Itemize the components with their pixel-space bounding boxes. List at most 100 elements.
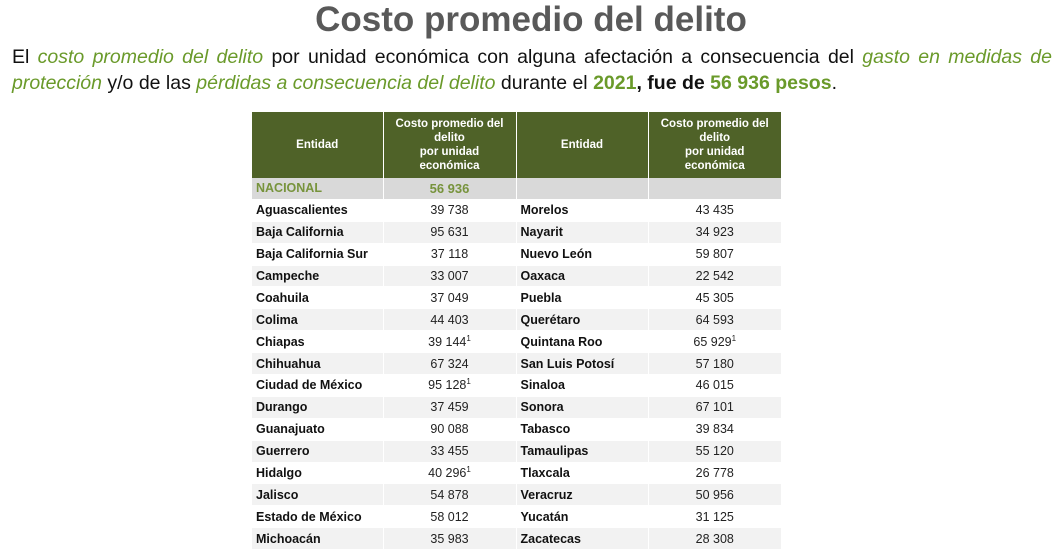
national-row: NACIONAL 56 936 [252, 178, 781, 200]
cost-value: 40 2961 [383, 462, 517, 485]
cost-value-text: 37 459 [430, 400, 469, 415]
intro-text: por unidad económica con alguna afectaci… [263, 46, 863, 68]
table-row: Baja California Sur 37 118 Nuevo León 59 80… [252, 243, 781, 266]
cost-value-text: 45 305 [695, 290, 734, 305]
entity-name-text: Coahuila [256, 290, 309, 305]
entity-name-text: Tabasco [520, 422, 571, 437]
cost-value: 35 983 [383, 527, 517, 550]
entity-name: Campeche [252, 265, 384, 288]
cost-value-text: 31 125 [695, 509, 734, 524]
cost-value: 39 1441 [383, 330, 517, 354]
cost-value-text: 44 403 [430, 312, 469, 327]
cost-value: 33 455 [383, 440, 517, 463]
cost-value: 65 9291 [648, 330, 781, 354]
entity-name: Nuevo León [516, 243, 649, 266]
cost-value: 37 049 [383, 286, 517, 310]
entity-name-text: Yucatán [520, 509, 569, 524]
table-row: Estado de México 58 012 Yucatán 31 125 [252, 505, 781, 529]
header-cost-line: delito [699, 132, 731, 144]
cost-value-text: 55 120 [695, 444, 734, 459]
header-entity: Entidad [516, 112, 649, 178]
entity-name: Querétaro [516, 308, 649, 332]
entity-name: Ciudad de México [252, 374, 384, 397]
entity-name: Yucatán [516, 505, 649, 529]
entity-name-text: Tamaulipas [520, 444, 589, 459]
intro-text: y/o de las [101, 72, 197, 94]
cost-table: Entidad Costo promedio del delito por un… [252, 112, 781, 550]
cost-value-text: 37 118 [430, 247, 469, 262]
cost-value: 57 180 [648, 352, 781, 376]
entity-name: Sinaloa [516, 374, 649, 397]
cost-value-text: 95 128 [428, 378, 467, 393]
cost-value: 58 012 [383, 505, 517, 529]
entity-name-text: Sinaloa [520, 378, 565, 393]
cost-value-text: 33 455 [430, 444, 469, 459]
table-row: Aguascalientes 39 738 Morelos 43 435 [252, 199, 781, 222]
entity-name: Hidalgo [252, 462, 384, 485]
header-cost: Costo promedio del delito por unidad eco… [648, 112, 781, 178]
cost-value: 95 631 [383, 221, 517, 244]
header-cost-line: económica [419, 160, 480, 172]
cost-value: 43 435 [648, 199, 781, 222]
intro-term-perdidas: pérdidas a consecuencia del delito [196, 72, 496, 94]
entity-name-text: Nuevo León [520, 247, 593, 262]
cost-value: 44 403 [383, 308, 517, 332]
entity-name: Chiapas [252, 330, 384, 354]
cost-value-text: 39 144 [428, 334, 467, 349]
cost-value: 59 807 [648, 243, 781, 266]
entity-name-text: Baja California [256, 225, 344, 240]
intro-text: durante el [495, 72, 594, 94]
cost-value: 37 459 [383, 396, 517, 419]
table-row: Chihuahua 67 324 San Luis Potosí 57 180 [252, 352, 781, 376]
table-row: Jalisco 54 878 Veracruz 50 956 [252, 483, 781, 507]
cost-value-text: 28 308 [695, 531, 734, 546]
cost-value: 46 015 [648, 374, 781, 397]
cost-value-text: 46 015 [695, 378, 734, 393]
entity-name-text: Quintana Roo [520, 334, 603, 349]
entity-name: Aguascalientes [252, 199, 384, 222]
entity-name: Veracruz [516, 483, 649, 507]
cost-value-text: 34 923 [695, 225, 734, 240]
cost-value-text: 43 435 [695, 203, 734, 218]
cost-value: 39 738 [383, 199, 517, 222]
entity-name-text: Michoacán [256, 531, 321, 546]
cost-value: 50 956 [648, 483, 781, 507]
entity-name: Nayarit [516, 221, 649, 244]
entity-name: Colima [252, 308, 384, 332]
intro-term-gasto: gasto en medidas de protección [12, 46, 1052, 94]
cost-value-text: 59 807 [695, 247, 734, 262]
cost-value: 28 308 [648, 527, 781, 550]
table-row: Baja California 95 631 Nayarit 34 923 [252, 221, 781, 244]
entity-name: Puebla [516, 286, 649, 310]
header-cost-line: por unidad [685, 146, 745, 158]
cost-value-text: 67 324 [430, 356, 469, 371]
cost-value-text: 67 101 [695, 400, 734, 415]
intro-text: . [831, 72, 837, 94]
cost-value: 55 120 [648, 440, 781, 463]
entity-name: Baja California Sur [252, 243, 384, 266]
entity-name-text: Chihuahua [256, 356, 321, 371]
cost-value: 45 305 [648, 286, 781, 310]
cost-value-text: 65 929 [693, 334, 732, 349]
cost-value-text: 26 778 [695, 466, 734, 481]
cost-value-text: 54 878 [430, 487, 469, 502]
header-entity: Entidad [252, 112, 384, 178]
entity-name-text: Colima [256, 312, 298, 327]
cost-value-text: 39 738 [430, 203, 469, 218]
entity-name-text: San Luis Potosí [520, 356, 615, 371]
cost-value: 31 125 [648, 505, 781, 529]
intro-amount: 56 936 pesos [710, 72, 832, 94]
table-row: Durango 37 459 Sonora 67 101 [252, 396, 781, 419]
entity-name: Morelos [516, 199, 649, 222]
table-row: Hidalgo 40 2961 Tlaxcala 26 778 [252, 462, 781, 485]
entity-name: San Luis Potosí [516, 352, 649, 376]
cost-value: 37 118 [383, 243, 517, 266]
entity-name-text: Oaxaca [520, 269, 565, 283]
entity-name: Tlaxcala [516, 462, 649, 485]
entity-name-text: Puebla [520, 290, 562, 305]
header-cost-line: delito [434, 132, 465, 144]
cost-value: 90 088 [383, 418, 517, 441]
entity-name-text: Baja California Sur [256, 247, 368, 262]
cost-value: 39 834 [648, 418, 781, 441]
entity-name: Quintana Roo [516, 330, 649, 354]
